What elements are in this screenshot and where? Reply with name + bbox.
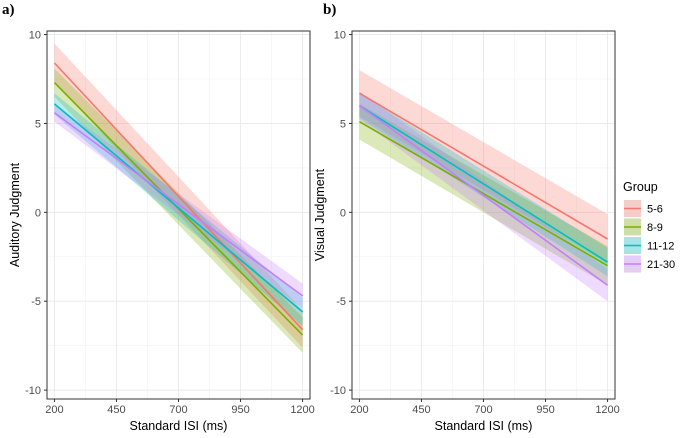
- y-tick-label: -5: [336, 296, 346, 308]
- legend-label: 5-6: [647, 204, 663, 216]
- chart-panel-a: 200 450 700 950 1200 -10 -5 0 5 10 Standard ISI (m…: [2, 2, 315, 433]
- panel-label: a): [2, 2, 15, 18]
- legend-item-21-30: 21-30: [624, 255, 675, 273]
- x-tick-label: 950: [536, 404, 554, 416]
- legend-item-11-12: 11-12: [624, 237, 674, 254]
- x-tick-label: 1200: [595, 404, 619, 416]
- x-tick-label: 450: [107, 404, 125, 416]
- x-axis-title: Standard ISI (ms): [435, 419, 533, 433]
- x-tick-label: 700: [474, 404, 492, 416]
- series-line-21-30: [358, 105, 609, 286]
- y-tick-label: 5: [340, 118, 346, 130]
- legend-title: Group: [623, 180, 658, 194]
- legend-item-8-9: 8-9: [624, 218, 663, 236]
- legend-label: 11-12: [647, 241, 674, 253]
- y-tick-label: 5: [35, 118, 41, 130]
- x-tick-label: 200: [350, 404, 368, 416]
- legend-label: 21-30: [647, 259, 675, 271]
- y-tick-label: -5: [31, 296, 41, 308]
- x-tick-label: 950: [231, 404, 249, 416]
- y-tick-label: 0: [35, 207, 41, 219]
- ci-band-8-9: [54, 68, 303, 353]
- y-axis-title: Auditory Judgment: [8, 162, 22, 267]
- y-axis-title: Visual Judgment: [313, 168, 327, 261]
- x-tick-label: 700: [169, 404, 187, 416]
- series-line-5-6: [359, 92, 608, 240]
- series-line-11-12: [53, 103, 304, 313]
- legend: Group 5-6 8-9 11-12 21-30: [623, 180, 675, 273]
- y-tick-label: 10: [29, 30, 41, 42]
- series-line-5-6: [53, 62, 304, 331]
- x-tick-label: 200: [45, 404, 63, 416]
- legend-item-5-6: 5-6: [624, 200, 663, 217]
- panel-label: b): [323, 2, 336, 18]
- series-line-21-30: [53, 112, 304, 297]
- series-line-11-12: [359, 104, 608, 263]
- x-axis-title: Standard ISI (ms): [130, 419, 228, 433]
- y-tick-label: 10: [334, 30, 346, 42]
- legend-label: 8-9: [647, 222, 663, 234]
- x-tick-label: 450: [412, 404, 430, 416]
- y-tick-label: -10: [330, 385, 346, 397]
- y-tick-label: 0: [340, 207, 346, 219]
- chart-panel-b: 200 450 700 950 1200 -10 -5 0 5 10 Standard ISI (m…: [313, 2, 620, 433]
- series-line-8-9: [359, 120, 608, 267]
- x-tick-label: 1200: [290, 404, 314, 416]
- y-tick-label: -10: [25, 385, 41, 397]
